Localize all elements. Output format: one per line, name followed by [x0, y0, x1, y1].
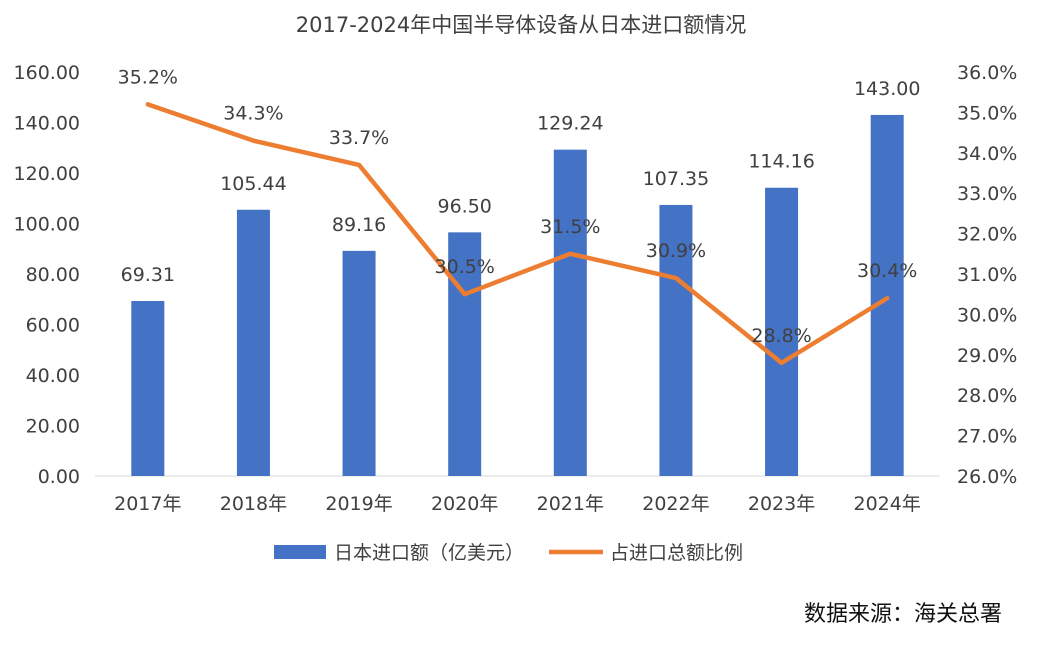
y-left-tick-label: 60.00 [26, 315, 80, 337]
line-data-label: 33.7% [329, 127, 389, 149]
x-tick-label: 2020年 [431, 493, 498, 515]
y-right-tick-label: 32.0% [957, 224, 1017, 246]
bar-data-label: 89.16 [332, 214, 386, 236]
y-right-tick-label: 27.0% [957, 426, 1017, 448]
line-data-label: 30.4% [857, 260, 917, 282]
bar-data-label: 69.31 [121, 264, 175, 286]
y-left-tick-label: 20.00 [26, 416, 80, 438]
y-left-tick-label: 100.00 [14, 214, 80, 236]
legend-label-bar: 日本进口额（亿美元） [334, 542, 524, 564]
line-data-label: 34.3% [223, 103, 283, 125]
y-left-tick-label: 40.00 [26, 365, 80, 387]
x-tick-label: 2019年 [325, 493, 392, 515]
y-right-tick-label: 28.0% [957, 385, 1017, 407]
y-right-tick-label: 26.0% [957, 466, 1017, 488]
y-left-tick-label: 160.00 [14, 62, 80, 84]
legend-swatch-bar [274, 545, 326, 559]
x-tick-label: 2022年 [642, 493, 709, 515]
y-right-tick-label: 35.0% [957, 102, 1017, 124]
y-right-tick-label: 29.0% [957, 345, 1017, 367]
x-tick-label: 2017年 [114, 493, 181, 515]
line-data-label: 31.5% [540, 216, 600, 238]
bar [659, 204, 693, 476]
x-tick-label: 2021年 [537, 493, 604, 515]
x-tick-label: 2023年 [748, 493, 815, 515]
bar [448, 232, 482, 476]
y-left-tick-label: 80.00 [26, 264, 80, 286]
x-tick-label: 2018年 [220, 493, 287, 515]
bar [765, 187, 799, 476]
y-right-tick-label: 34.0% [957, 143, 1017, 165]
bar [236, 209, 270, 476]
x-tick-label: 2024年 [854, 493, 921, 515]
line-series [145, 102, 890, 366]
y-right-tick-label: 36.0% [957, 62, 1017, 84]
chart-title: 2017-2024年中国半导体设备从日本进口额情况 [296, 13, 746, 37]
bar-data-label: 143.00 [854, 78, 920, 100]
bar-data-label: 114.16 [748, 151, 814, 173]
line-data-label: 28.8% [751, 325, 811, 347]
legend-label-line: 占进口总额比例 [610, 542, 743, 564]
y-right-tick-label: 30.0% [957, 304, 1017, 326]
line-data-label: 30.5% [435, 256, 495, 278]
bar [870, 114, 904, 477]
bar-data-label: 105.44 [220, 173, 286, 195]
y-left-tick-label: 140.00 [14, 113, 80, 135]
line-data-label: 30.9% [646, 240, 706, 262]
bar-data-label: 129.24 [537, 113, 603, 135]
y-left-tick-label: 0.00 [38, 466, 80, 488]
source-note: 数据来源：海关总署 [803, 602, 1002, 627]
bar-data-label: 107.35 [643, 168, 709, 190]
bar [131, 300, 165, 476]
y-right-tick-label: 31.0% [957, 264, 1017, 286]
bar-data-label: 96.50 [437, 195, 491, 217]
bar [553, 149, 587, 476]
y-right-tick-label: 33.0% [957, 183, 1017, 205]
y-left-tick-label: 120.00 [14, 163, 80, 185]
line-data-label: 35.2% [118, 66, 178, 88]
bar [342, 250, 376, 476]
